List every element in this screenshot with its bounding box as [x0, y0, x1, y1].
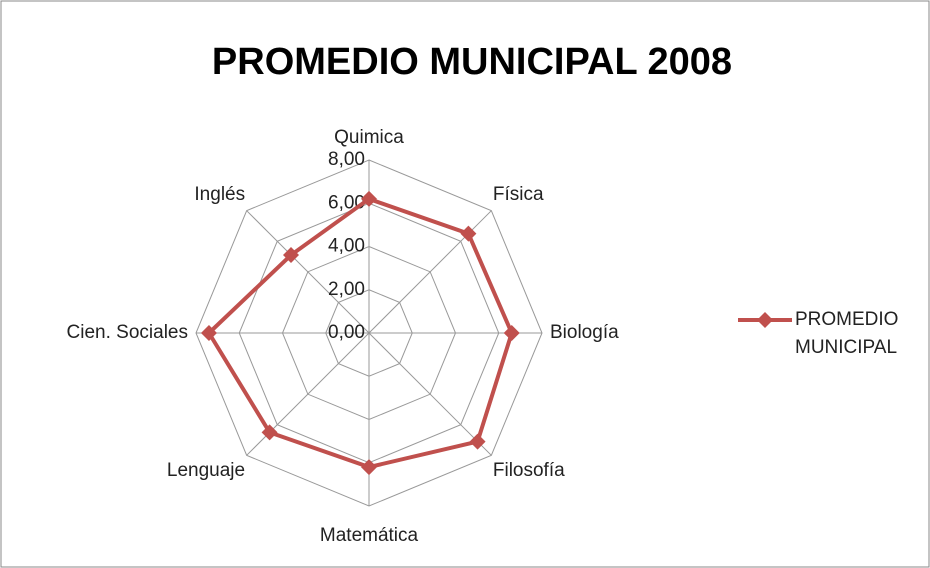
legend-marker: [757, 312, 773, 328]
axis-label: Biología: [550, 322, 619, 343]
y-tick-label: 0,00: [328, 322, 365, 343]
axis-label: Inglés: [194, 184, 245, 205]
y-tick-label: 4,00: [328, 236, 365, 257]
marker: [460, 225, 477, 242]
spoke: [368, 332, 492, 456]
axis-label: Cien. Sociales: [67, 322, 188, 343]
axis-label: Matemática: [320, 525, 419, 546]
y-tick-label: 6,00: [328, 192, 365, 213]
legend-label: PROMEDIO MUNICIPAL: [795, 309, 899, 358]
axis-label: Quimica: [334, 127, 404, 148]
marker: [361, 190, 377, 207]
y-tick-label: 2,00: [328, 279, 365, 300]
marker: [503, 325, 520, 341]
axis-label: Física: [493, 184, 544, 205]
axis-label: Filosofía: [493, 460, 565, 481]
marker: [283, 247, 300, 264]
marker: [469, 433, 486, 450]
marker: [361, 459, 377, 476]
y-tick-label: 8,00: [328, 149, 365, 170]
chart-title: PROMEDIO MUNICIPAL 2008: [212, 41, 732, 83]
axis-label: Lenguaje: [167, 460, 245, 481]
spoke: [246, 210, 370, 334]
marker: [261, 424, 278, 441]
marker: [200, 325, 217, 341]
